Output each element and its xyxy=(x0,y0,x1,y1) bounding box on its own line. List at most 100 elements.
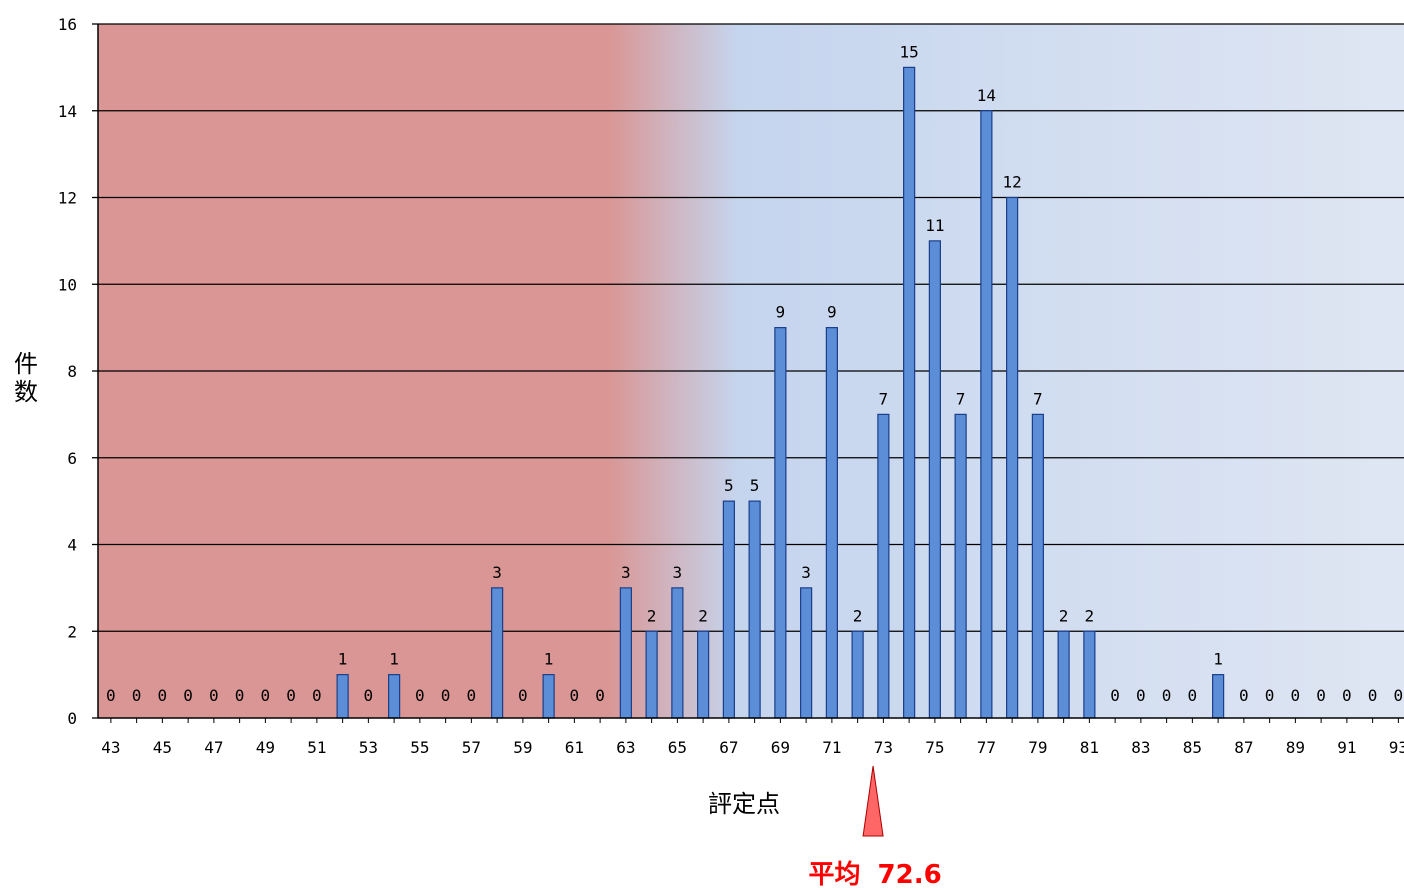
x-tick-label: 43 xyxy=(101,738,120,757)
bar-65 xyxy=(671,587,684,719)
data-label-84: 0 xyxy=(1162,686,1172,705)
data-label-74: 15 xyxy=(899,42,918,61)
data-label-72: 2 xyxy=(853,606,863,625)
y-axis-title-char: 件 xyxy=(14,350,38,378)
mean-label-word: 平均 xyxy=(808,860,860,890)
data-label-91: 0 xyxy=(1342,686,1352,705)
data-label-58: 3 xyxy=(492,563,502,582)
bar-80 xyxy=(1057,630,1070,719)
data-label-88: 0 xyxy=(1265,686,1275,705)
data-label-83: 0 xyxy=(1136,686,1146,705)
data-label-70: 3 xyxy=(801,563,811,582)
data-label-77: 14 xyxy=(977,86,996,105)
data-label-44: 0 xyxy=(132,686,142,705)
x-tick-label: 63 xyxy=(616,738,635,757)
x-tick-label: 79 xyxy=(1028,738,1047,757)
data-label-47: 0 xyxy=(209,686,219,705)
x-axis-ticks: 43 45 47 49 51 53 55 57 59 61 63 65 67 69 71 73 75 77 79 81… xyxy=(101,718,1404,757)
x-tick-label: 67 xyxy=(719,738,738,757)
data-label-92: 0 xyxy=(1368,686,1378,705)
bar-63 xyxy=(619,587,632,719)
x-tick-label: 89 xyxy=(1286,738,1305,757)
data-label-63: 3 xyxy=(621,563,631,582)
data-label-82: 0 xyxy=(1110,686,1120,705)
y-tick-label: 12 xyxy=(58,189,77,208)
data-label-62: 0 xyxy=(595,686,605,705)
y-tick-label: 6 xyxy=(67,449,77,468)
bar-69 xyxy=(774,327,787,719)
x-tick-label: 51 xyxy=(307,738,326,757)
y-axis-title-char: 数 xyxy=(14,378,38,406)
data-label-52: 1 xyxy=(338,650,348,669)
bar-64 xyxy=(645,630,658,719)
mean-label-value: 72.6 xyxy=(878,860,942,890)
y-tick-label: 16 xyxy=(58,15,77,34)
bar-58 xyxy=(491,587,504,719)
data-label-49: 0 xyxy=(261,686,271,705)
y-axis-ticks: 0 2 4 6 8 10 12 14 16 xyxy=(58,15,98,728)
data-label-45: 0 xyxy=(158,686,168,705)
bar-67 xyxy=(722,500,735,719)
data-label-76: 7 xyxy=(956,389,966,408)
data-label-80: 2 xyxy=(1059,606,1069,625)
data-label-69: 9 xyxy=(776,303,786,322)
bar-75 xyxy=(928,240,941,719)
x-tick-label: 49 xyxy=(256,738,275,757)
bar-78 xyxy=(1006,196,1019,719)
data-label-43: 0 xyxy=(106,686,116,705)
data-label-48: 0 xyxy=(235,686,245,705)
data-label-68: 5 xyxy=(750,476,760,495)
bar-60 xyxy=(542,674,555,719)
y-tick-label: 0 xyxy=(67,709,77,728)
bar-79 xyxy=(1031,413,1044,719)
data-label-53: 0 xyxy=(364,686,374,705)
x-tick-label: 75 xyxy=(925,738,944,757)
bar-71 xyxy=(825,327,838,719)
bars xyxy=(336,66,1225,719)
data-label-89: 0 xyxy=(1291,686,1301,705)
data-label-56: 0 xyxy=(441,686,451,705)
data-label-79: 7 xyxy=(1033,389,1043,408)
data-label-85: 0 xyxy=(1188,686,1198,705)
x-tick-label: 55 xyxy=(410,738,429,757)
x-tick-label: 57 xyxy=(462,738,481,757)
x-axis-title: 評定点 xyxy=(708,790,780,818)
bar-70 xyxy=(800,587,813,719)
x-tick-label: 85 xyxy=(1183,738,1202,757)
y-tick-label: 8 xyxy=(67,362,77,381)
data-label-81: 2 xyxy=(1085,606,1095,625)
data-label-51: 0 xyxy=(312,686,322,705)
data-label-71: 9 xyxy=(827,303,837,322)
y-axis-title: 件数 xyxy=(14,350,38,406)
y-tick-label: 10 xyxy=(58,275,77,294)
data-label-46: 0 xyxy=(183,686,193,705)
y-tick-label: 14 xyxy=(58,102,77,121)
data-label-86: 1 xyxy=(1213,650,1223,669)
data-label-64: 2 xyxy=(647,606,657,625)
bar-76 xyxy=(954,413,967,719)
bar-73 xyxy=(877,413,890,719)
x-tick-label: 45 xyxy=(153,738,172,757)
y-tick-label: 4 xyxy=(67,536,77,555)
x-tick-label: 73 xyxy=(874,738,893,757)
bar-52 xyxy=(336,674,349,719)
mean-annotation: 平均 72.6 xyxy=(808,765,942,890)
data-label-93: 0 xyxy=(1394,686,1404,705)
data-label-67: 5 xyxy=(724,476,734,495)
bar-81 xyxy=(1083,630,1096,719)
data-label-60: 1 xyxy=(544,650,554,669)
x-tick-label: 81 xyxy=(1080,738,1099,757)
bar-74 xyxy=(903,66,916,719)
data-label-55: 0 xyxy=(415,686,425,705)
x-tick-label: 71 xyxy=(822,738,841,757)
x-tick-label: 61 xyxy=(565,738,584,757)
bar-77 xyxy=(980,110,993,719)
data-label-78: 12 xyxy=(1002,173,1021,192)
x-tick-label: 83 xyxy=(1131,738,1150,757)
data-label-90: 0 xyxy=(1316,686,1326,705)
bar-72 xyxy=(851,630,864,719)
data-label-50: 0 xyxy=(286,686,296,705)
bar-68 xyxy=(748,500,761,719)
mean-marker xyxy=(862,765,884,837)
